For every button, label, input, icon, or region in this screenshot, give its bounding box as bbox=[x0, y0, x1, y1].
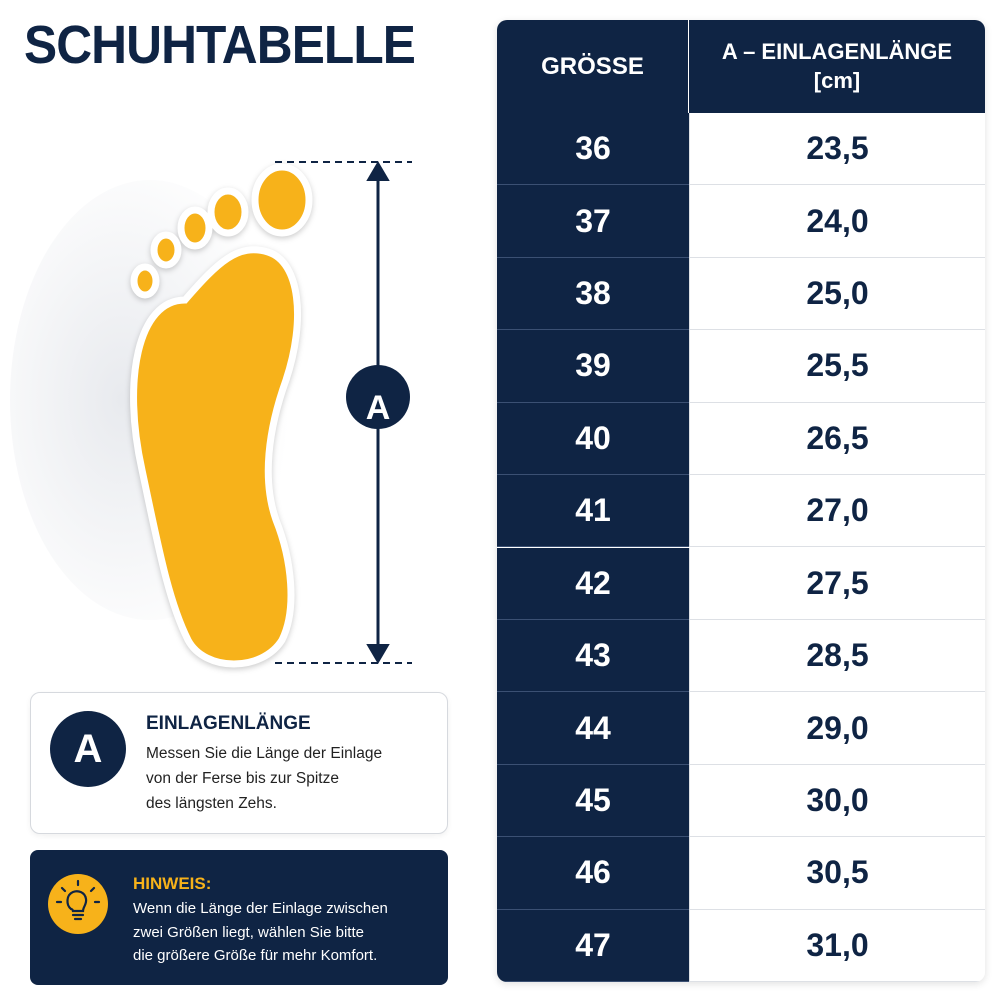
length-cell: 27,0 bbox=[689, 475, 985, 548]
size-cell: 41 bbox=[497, 475, 689, 548]
length-cell: 28,5 bbox=[689, 619, 985, 693]
size-cell: 45 bbox=[497, 764, 689, 838]
size-cell: 46 bbox=[497, 837, 689, 910]
column-header: GRÖSSE bbox=[497, 20, 688, 113]
legend-badge: A bbox=[50, 711, 126, 787]
legend-box: A EINLAGENLÄNGE Messen Sie die Länge der… bbox=[30, 692, 448, 834]
size-cell: 42 bbox=[497, 547, 689, 620]
foot-figure: A bbox=[10, 161, 412, 668]
legend-text: des längsten Zehs. bbox=[146, 795, 277, 812]
length-cell: 30,5 bbox=[689, 837, 985, 910]
size-cell: 36 bbox=[497, 113, 689, 186]
length-cell: 27,5 bbox=[689, 547, 985, 620]
legend-heading: EINLAGENLÄNGE bbox=[146, 713, 311, 734]
length-cell: 23,5 bbox=[689, 113, 985, 186]
length-cell: 29,0 bbox=[689, 692, 985, 765]
legend-text: Messen Sie die Länge der Einlage bbox=[146, 745, 383, 762]
size-cell: 47 bbox=[497, 909, 689, 982]
size-cell: 43 bbox=[497, 619, 689, 693]
length-cell: 31,0 bbox=[689, 909, 985, 982]
legend-text: von der Ferse bis zur Spitze bbox=[146, 770, 339, 787]
length-cell: 26,5 bbox=[689, 402, 985, 476]
title: SCHUHTABELLE bbox=[24, 15, 416, 75]
hint-text: die größere Größe für mehr Komfort. bbox=[133, 947, 378, 964]
size-cell: 38 bbox=[497, 257, 689, 331]
bulb-icon bbox=[48, 874, 108, 934]
hint-text: zwei Größen liegt, wählen Sie bitte bbox=[133, 924, 364, 941]
size-cell: 37 bbox=[497, 185, 689, 258]
hint-box: HINWEIS: Wenn die Länge der Einlage zwis… bbox=[30, 850, 448, 985]
length-cell: 30,0 bbox=[689, 764, 985, 838]
size-cell: 44 bbox=[497, 692, 689, 765]
hint-heading: HINWEIS: bbox=[133, 874, 212, 893]
length-cell: 25,5 bbox=[689, 330, 985, 403]
column-header-line: A – EINLAGENLÄNGE bbox=[721, 38, 953, 64]
hint-text: Wenn die Länge der Einlage zwischen bbox=[133, 900, 388, 917]
length-cell: 25,0 bbox=[689, 257, 985, 331]
size-cell: 40 bbox=[497, 402, 689, 476]
column-header-line: [cm] bbox=[813, 67, 861, 93]
column-header: A – EINLAGENLÄNGE [cm] bbox=[689, 20, 985, 113]
length-cell: 24,0 bbox=[689, 185, 985, 258]
dimension-label: A bbox=[366, 389, 391, 427]
size-table: GRÖSSE A – EINLAGENLÄNGE [cm] 36 23,5 37 24… bbox=[497, 20, 985, 982]
size-cell: 39 bbox=[497, 330, 689, 403]
